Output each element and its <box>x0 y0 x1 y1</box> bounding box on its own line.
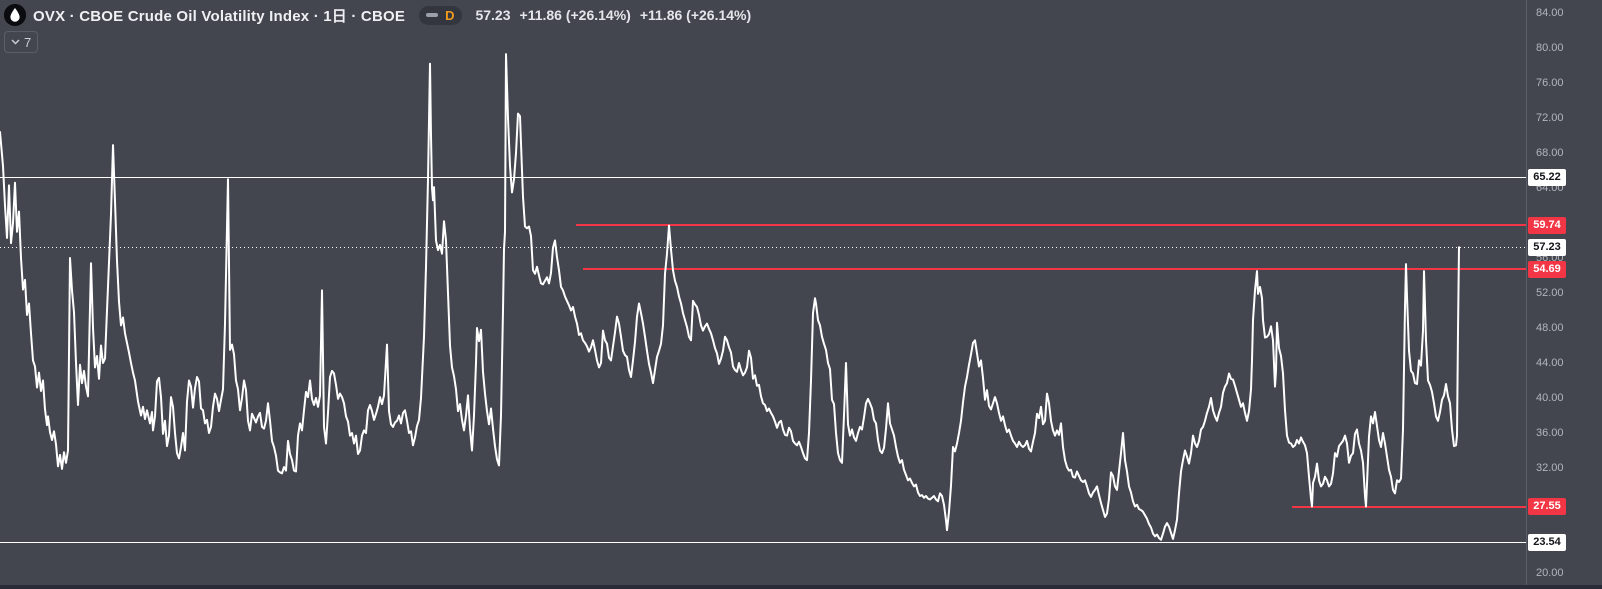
price-line-series[interactable] <box>0 53 1460 541</box>
axis-tick-40.00: 40.00 <box>1536 391 1564 404</box>
oil-drop-icon <box>4 4 26 26</box>
axis-tick-68.00: 68.00 <box>1536 146 1564 159</box>
indicators-count: 7 <box>24 34 32 50</box>
collapsed-indicators-toggle[interactable]: 7 <box>4 31 39 53</box>
chevron-down-icon <box>11 39 20 45</box>
quote-values: 57.23 +11.86 (+26.14%) +11.86 (+26.14%) <box>475 7 751 23</box>
hide-indicator-dash-icon <box>426 13 439 17</box>
price-label-57.23: 57.23 <box>1528 238 1566 256</box>
axis-tick-72.00: 72.00 <box>1536 111 1564 124</box>
change-absolute-percent: +11.86 (+26.14%) <box>519 7 631 23</box>
delayed-data-badge: D <box>445 7 455 23</box>
price-label-59.74: 59.74 <box>1528 216 1566 234</box>
change-absolute-percent-2: +11.86 (+26.14%) <box>639 7 752 23</box>
axis-tick-52.00: 52.00 <box>1536 286 1564 299</box>
axis-tick-36.00: 36.00 <box>1536 426 1564 439</box>
axis-tick-84.00: 84.00 <box>1536 6 1564 19</box>
price-label-54.69: 54.69 <box>1528 260 1566 278</box>
bottom-toolbar-edge <box>0 585 1602 589</box>
axis-tick-32.00: 32.00 <box>1536 461 1564 474</box>
axis-tick-80.00: 80.00 <box>1536 41 1564 54</box>
price-label-27.55: 27.55 <box>1528 498 1566 516</box>
axis-tick-20.00: 20.00 <box>1536 566 1564 579</box>
symbol-title[interactable]: OVX · CBOE Crude Oil Volatility Index · … <box>33 7 406 25</box>
market-status-pill[interactable]: D <box>419 5 463 25</box>
last-price: 57.23 <box>475 7 511 23</box>
axis-tick-44.00: 44.00 <box>1536 356 1564 369</box>
axis-tick-76.00: 76.00 <box>1536 76 1564 89</box>
price-label-65.22: 65.22 <box>1528 168 1566 186</box>
axis-tick-48.00: 48.00 <box>1536 321 1564 334</box>
price-label-23.54: 23.54 <box>1528 533 1566 551</box>
symbol-legend: OVX · CBOE Crude Oil Volatility Index · … <box>4 3 751 27</box>
